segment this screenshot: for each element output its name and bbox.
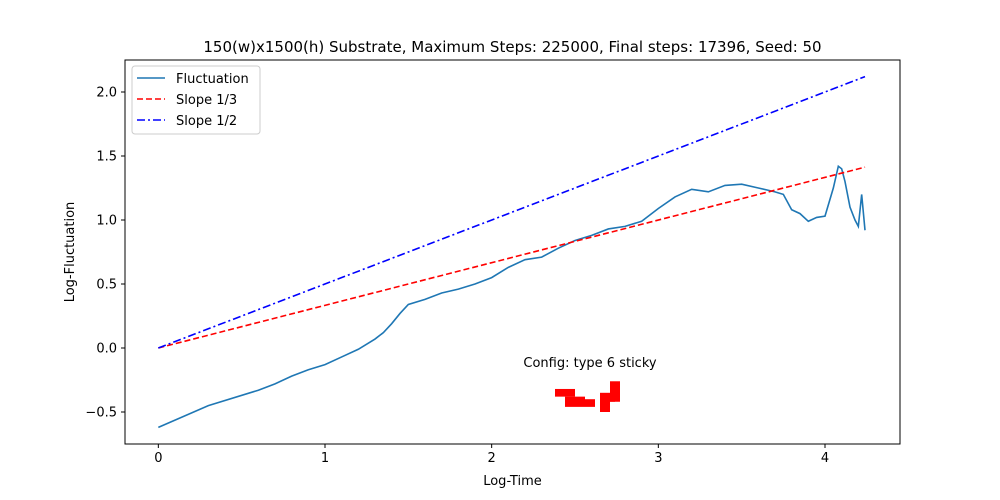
series-line-fluctuation [158, 164, 866, 429]
axes-frame [124, 59, 901, 445]
y-tick-label: 0.5 [96, 278, 117, 293]
x-tick-label: 1 [321, 451, 329, 466]
y-tick-label: 1.5 [96, 150, 117, 165]
y-tick-label: −0.5 [85, 406, 117, 421]
series-line-slope-1-2 [158, 75, 866, 349]
x-tick-label: 3 [654, 451, 662, 466]
legend-label: Fluctuation [176, 72, 249, 87]
config-shape-cell [565, 396, 585, 407]
y-tick-label: 1.0 [96, 214, 117, 229]
config-shape-cell [600, 396, 610, 412]
legend-label: Slope 1/2 [176, 114, 237, 129]
legend-label: Slope 1/3 [176, 93, 237, 108]
y-axis-ticks: −0.5 0.0 0.5 1.0 1.5 2.0 [85, 86, 125, 421]
chart-title: 150(w)x1500(h) Substrate, Maximum Steps:… [203, 38, 821, 56]
x-tick-label: 2 [488, 451, 496, 466]
plot-area [158, 75, 866, 429]
x-axis-label: Log-Time [483, 474, 542, 489]
legend: Fluctuation Slope 1/3 Slope 1/2 [131, 65, 261, 135]
x-axis-ticks: 0 1 2 3 4 [154, 444, 829, 466]
y-axis-label: Log-Fluctuation [63, 202, 78, 303]
config-shape-cell [555, 388, 575, 397]
x-tick-label: 4 [821, 451, 829, 466]
legend-box [131, 65, 261, 135]
config-shape-cell [600, 392, 615, 402]
x-tick-label: 0 [154, 451, 162, 466]
y-tick-label: 0.0 [96, 342, 117, 357]
config-annotation: Config: type 6 sticky [523, 356, 656, 371]
config-shape-cell [610, 381, 620, 402]
config-shape-cell [585, 399, 595, 407]
y-tick-label: 2.0 [96, 86, 117, 101]
series-line-slope-1-3 [158, 166, 866, 349]
